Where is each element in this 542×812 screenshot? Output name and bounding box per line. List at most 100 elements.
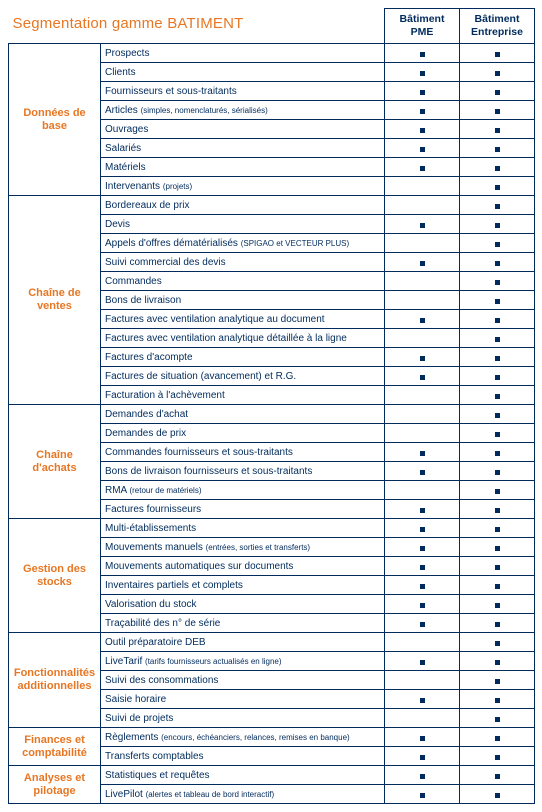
feature-label: Bons de livraison fournisseurs et sous-t…	[105, 466, 312, 477]
check-ent	[460, 538, 535, 557]
check-marker	[495, 489, 500, 494]
check-marker	[495, 622, 500, 627]
check-marker	[420, 128, 425, 133]
check-marker	[420, 261, 425, 266]
check-marker	[420, 109, 425, 114]
feature-cell: Factures avec ventilation analytique au …	[101, 310, 385, 329]
check-marker	[495, 432, 500, 437]
feature-label: Suivi de projets	[105, 713, 173, 724]
feature-cell: Articles (simples, nomenclaturés, sérial…	[101, 101, 385, 120]
check-pme	[385, 253, 460, 272]
feature-note: (alertes et tableau de bord interactif)	[146, 790, 275, 799]
check-marker	[495, 337, 500, 342]
feature-cell: Ouvrages	[101, 120, 385, 139]
check-ent	[460, 348, 535, 367]
check-ent	[460, 196, 535, 215]
check-marker	[495, 660, 500, 665]
check-ent	[460, 120, 535, 139]
feature-cell: RMA (retour de matériels)	[101, 481, 385, 500]
check-pme	[385, 405, 460, 424]
check-ent	[460, 633, 535, 652]
feature-label: Prospects	[105, 48, 149, 59]
feature-note: (tarifs fournisseurs actualisés en ligne…	[145, 657, 282, 666]
table-title-cell: Segmentation gamme BATIMENT	[9, 9, 385, 44]
feature-label: Facturation à l'achèvement	[105, 390, 225, 401]
table-row: Chaîned'achatsDemandes d'achat	[9, 405, 535, 424]
check-ent	[460, 709, 535, 728]
section-name: Fonctionnalitésadditionnelles	[14, 667, 95, 692]
check-ent	[460, 576, 535, 595]
feature-label: Demandes de prix	[105, 428, 186, 439]
table-row: FonctionnalitésadditionnellesOutil prépa…	[9, 633, 535, 652]
check-ent	[460, 652, 535, 671]
check-marker	[495, 280, 500, 285]
check-pme	[385, 139, 460, 158]
check-marker	[420, 52, 425, 57]
feature-cell: Suivi des consommations	[101, 671, 385, 690]
section-name: Gestion desstocks	[23, 563, 86, 588]
feature-note: (retour de matériels)	[129, 486, 201, 495]
feature-label: Bordereaux de prix	[105, 200, 190, 211]
feature-cell: Traçabilité des n° de série	[101, 614, 385, 633]
check-pme	[385, 215, 460, 234]
check-marker	[495, 90, 500, 95]
table-row: Données debaseProspects	[9, 44, 535, 63]
check-ent	[460, 215, 535, 234]
check-marker	[495, 584, 500, 589]
feature-cell: Devis	[101, 215, 385, 234]
feature-label: Commandes	[105, 276, 162, 287]
check-marker	[495, 356, 500, 361]
feature-cell: Bons de livraison	[101, 291, 385, 310]
table-row: Gestion desstocksMulti-établissements	[9, 519, 535, 538]
section-name: Analyses etpilotage	[24, 772, 85, 797]
segmentation-table: Segmentation gamme BATIMENTBâtimentPMEBâ…	[8, 8, 535, 804]
check-marker	[495, 603, 500, 608]
check-pme	[385, 196, 460, 215]
check-marker	[495, 242, 500, 247]
feature-label: Devis	[105, 219, 130, 230]
check-pme	[385, 690, 460, 709]
feature-cell: Intervenants (projets)	[101, 177, 385, 196]
feature-cell: Demandes de prix	[101, 424, 385, 443]
feature-label: Inventaires partiels et complets	[105, 580, 243, 591]
feature-label: Matériels	[105, 162, 146, 173]
feature-label: Factures d'acompte	[105, 352, 193, 363]
column-header-line1: Bâtiment	[462, 13, 532, 26]
check-marker	[495, 109, 500, 114]
feature-label: LiveTarif	[105, 656, 142, 667]
feature-cell: Commandes	[101, 272, 385, 291]
check-ent	[460, 785, 535, 804]
feature-label: Saisie horaire	[105, 694, 166, 705]
check-marker	[420, 90, 425, 95]
section-header: Chaîne deventes	[9, 196, 101, 405]
check-ent	[460, 614, 535, 633]
feature-label: Commandes fournisseurs et sous-traitants	[105, 447, 293, 458]
feature-cell: Mouvements automatiques sur documents	[101, 557, 385, 576]
check-ent	[460, 177, 535, 196]
feature-cell: Transferts comptables	[101, 747, 385, 766]
feature-label: Factures fournisseurs	[105, 504, 201, 515]
check-marker	[420, 565, 425, 570]
check-marker	[495, 147, 500, 152]
check-ent	[460, 139, 535, 158]
check-ent	[460, 291, 535, 310]
feature-cell: Saisie horaire	[101, 690, 385, 709]
check-marker	[495, 546, 500, 551]
feature-cell: Inventaires partiels et complets	[101, 576, 385, 595]
feature-cell: Factures avec ventilation analytique dét…	[101, 329, 385, 348]
check-marker	[420, 71, 425, 76]
table-row: Chaîne deventesBordereaux de prix	[9, 196, 535, 215]
check-marker	[420, 660, 425, 665]
check-ent	[460, 747, 535, 766]
check-marker	[495, 261, 500, 266]
check-marker	[495, 527, 500, 532]
check-pme	[385, 633, 460, 652]
feature-label: Salariés	[105, 143, 141, 154]
feature-label: Règlements	[105, 732, 158, 743]
check-marker	[495, 128, 500, 133]
feature-cell: Fournisseurs et sous-traitants	[101, 82, 385, 101]
check-ent	[460, 728, 535, 747]
check-marker	[420, 736, 425, 741]
check-marker	[495, 413, 500, 418]
check-pme	[385, 595, 460, 614]
